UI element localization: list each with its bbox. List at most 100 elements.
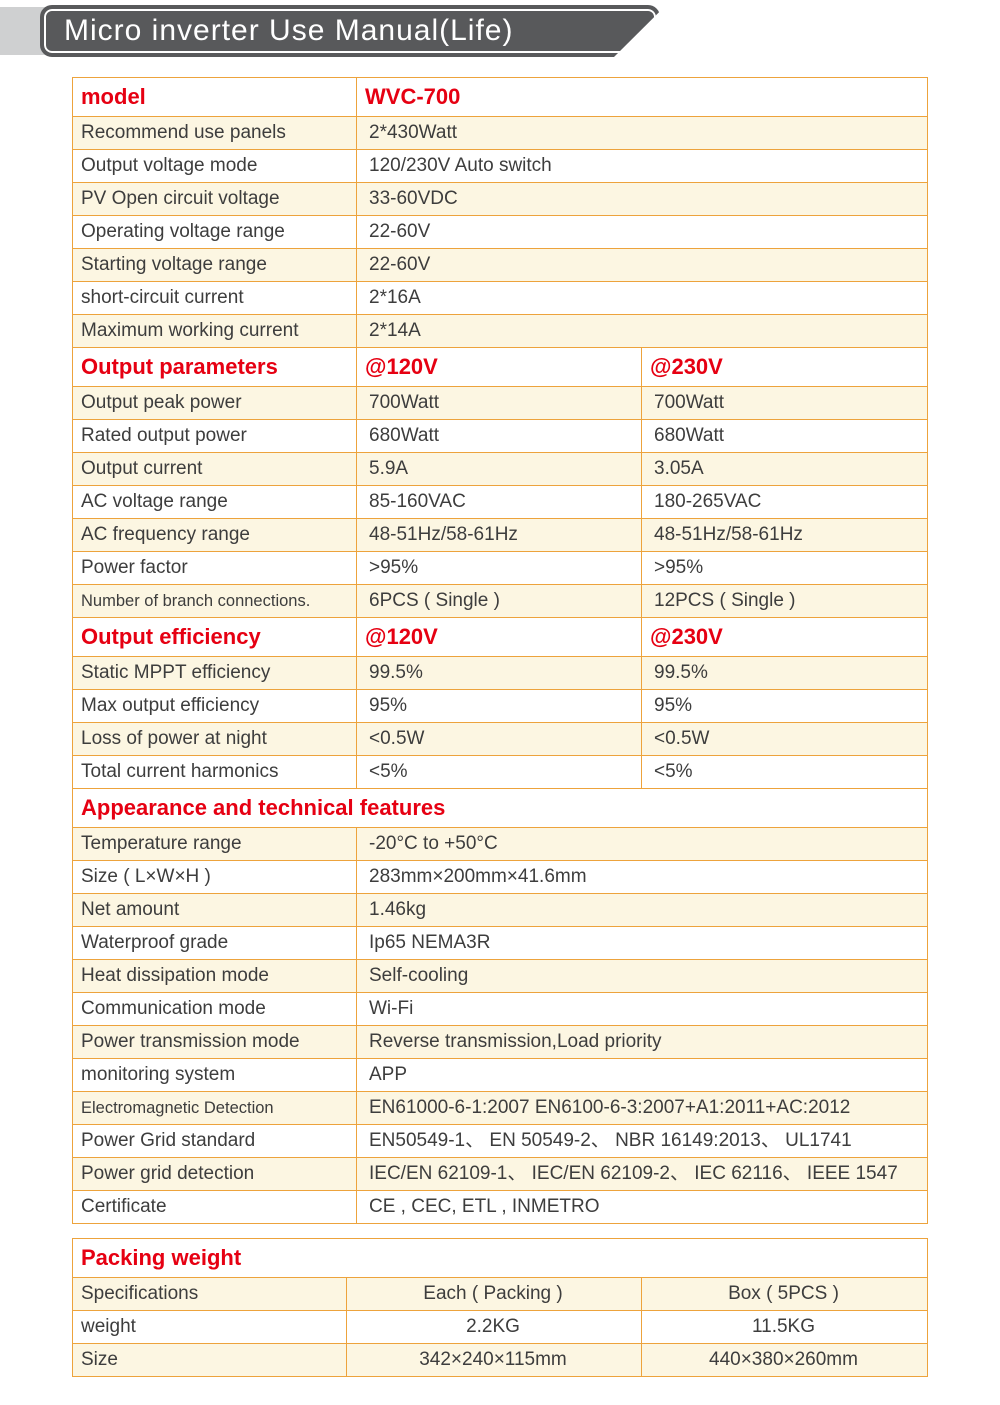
spec-value: <0.5W xyxy=(356,723,641,755)
spec-value: 120/230V Auto switch xyxy=(356,150,927,182)
title-banner: Micro inverter Use Manual(Life) xyxy=(40,5,660,57)
spec-value: 95% xyxy=(641,690,927,722)
spec-value: 48-51Hz/58-61Hz xyxy=(641,519,927,551)
spec-row: Total current harmonics <5% <5% xyxy=(73,755,927,788)
section-output-parameters: Output parameters @120V @230V Output peak p… xyxy=(72,347,928,618)
section-title-col2: @230V xyxy=(641,348,927,386)
spec-label: Power grid detection xyxy=(81,1163,255,1185)
section-header-row: Output efficiency @120V @230V xyxy=(73,618,927,656)
spec-value: Each ( Packing ) xyxy=(346,1278,641,1310)
spec-label: Power factor xyxy=(81,557,188,579)
spec-value: 48-51Hz/58-61Hz xyxy=(356,519,641,551)
spec-label: Loss of power at night xyxy=(81,728,267,750)
spec-value: Self-cooling xyxy=(356,960,927,992)
section-title: Output parameters xyxy=(81,354,278,380)
spec-row: Waterproof grade Ip65 NEMA3R xyxy=(73,926,927,959)
section-title-col1: @120V xyxy=(356,618,641,656)
section-model: model WVC-700 Recommend use panels 2*430Wat… xyxy=(72,77,928,348)
spec-label: Max output efficiency xyxy=(81,695,260,717)
spec-label: weight xyxy=(81,1316,136,1338)
spec-label: Temperature range xyxy=(81,833,242,855)
spec-row: Loss of power at night <0.5W <0.5W xyxy=(73,722,927,755)
spec-row: Operating voltage range 22-60V xyxy=(73,215,927,248)
spec-value: 180-265VAC xyxy=(641,486,927,518)
section-header-row: Output parameters @120V @230V xyxy=(73,348,927,386)
section-title: Output efficiency xyxy=(81,624,261,650)
section-title-col2: @230V xyxy=(641,618,927,656)
spec-row: Recommend use panels 2*430Watt xyxy=(73,116,927,149)
spec-sections: model WVC-700 Recommend use panels 2*430Wat… xyxy=(72,77,928,1377)
section-header-row: Packing weight xyxy=(73,1239,927,1277)
spec-row: weight 2.2KG 11.5KG xyxy=(73,1310,927,1343)
spec-value: -20°C to +50°C xyxy=(356,828,927,860)
spec-label: Specifications xyxy=(81,1283,199,1305)
section-appearance: Appearance and technical features Tempera… xyxy=(72,788,928,1224)
spec-value: 6PCS ( Single ) xyxy=(356,585,641,617)
spec-label: Maximum working current xyxy=(81,320,299,342)
spec-value: 99.5% xyxy=(356,657,641,689)
spec-value: 700Watt xyxy=(641,387,927,419)
spec-label: Electromagnetic Detection xyxy=(81,1098,274,1117)
spec-row: Static MPPT efficiency 99.5% 99.5% xyxy=(73,656,927,689)
spec-row: Rated output power 680Watt 680Watt xyxy=(73,419,927,452)
spec-row: Heat dissipation mode Self-cooling xyxy=(73,959,927,992)
spec-label: Net amount xyxy=(81,899,180,921)
spec-label: Number of branch connections. xyxy=(81,591,311,610)
spec-value: 85-160VAC xyxy=(356,486,641,518)
spec-row: Temperature range -20°C to +50°C xyxy=(73,827,927,860)
section-title: Packing weight xyxy=(81,1245,242,1271)
spec-label: monitoring system xyxy=(81,1064,236,1086)
spec-label: Waterproof grade xyxy=(81,932,229,954)
spec-label: Heat dissipation mode xyxy=(81,965,269,987)
spec-label: Size xyxy=(81,1349,118,1371)
spec-label: Certificate xyxy=(81,1196,167,1218)
spec-label: Starting voltage range xyxy=(81,254,267,276)
spec-row: Output peak power 700Watt 700Watt xyxy=(73,386,927,419)
spec-label: AC frequency range xyxy=(81,524,250,546)
spec-row: Power transmission mode Reverse transmiss… xyxy=(73,1025,927,1058)
spec-row: Power grid detection IEC/EN 62109-1、 IEC/… xyxy=(73,1157,927,1190)
spec-value: Wi-Fi xyxy=(356,993,927,1025)
spec-value: IEC/EN 62109-1、 IEC/EN 62109-2、 IEC 6211… xyxy=(356,1158,927,1190)
spec-row: Power Grid standard EN50549-1、 EN 50549-2… xyxy=(73,1124,927,1157)
spec-value: 2*16A xyxy=(356,282,927,314)
spec-value: <5% xyxy=(641,756,927,788)
spec-value: 700Watt xyxy=(356,387,641,419)
spec-value: >95% xyxy=(356,552,641,584)
spec-value: EN50549-1、 EN 50549-2、 NBR 16149:2013、 U… xyxy=(356,1125,927,1157)
spec-row: Size ( L×W×H ) 283mm×200mm×41.6mm xyxy=(73,860,927,893)
spec-value: 680Watt xyxy=(641,420,927,452)
section-packing: Packing weight Specifications Each ( Packi… xyxy=(72,1238,928,1377)
spec-label: Rated output power xyxy=(81,425,247,447)
section-output-efficiency: Output efficiency @120V @230V Static MPPT e… xyxy=(72,617,928,789)
spec-row: PV Open circuit voltage 33-60VDC xyxy=(73,182,927,215)
spec-label: PV Open circuit voltage xyxy=(81,188,280,210)
spec-value: 283mm×200mm×41.6mm xyxy=(356,861,927,893)
spec-label: Operating voltage range xyxy=(81,221,285,243)
header-banner: Micro inverter Use Manual(Life) xyxy=(0,0,1000,72)
spec-label: Output peak power xyxy=(81,392,242,414)
spec-value: 11.5KG xyxy=(641,1311,927,1343)
spec-value: 33-60VDC xyxy=(356,183,927,215)
section-header-row: model WVC-700 xyxy=(73,78,927,116)
spec-value: Box ( 5PCS ) xyxy=(641,1278,927,1310)
section-title: Appearance and technical features xyxy=(81,795,446,821)
spec-value: 440×380×260mm xyxy=(641,1344,927,1376)
spec-row: Starting voltage range 22-60V xyxy=(73,248,927,281)
spec-row: AC frequency range 48-51Hz/58-61Hz 48-51Hz… xyxy=(73,518,927,551)
spec-value: 5.9A xyxy=(356,453,641,485)
spec-row: Output current 5.9A 3.05A xyxy=(73,452,927,485)
spec-label: Recommend use panels xyxy=(81,122,286,144)
spec-value: 12PCS ( Single ) xyxy=(641,585,927,617)
spec-label: Output voltage mode xyxy=(81,155,258,177)
spec-label: AC voltage range xyxy=(81,491,228,513)
spec-value: 22-60V xyxy=(356,216,927,248)
spec-value: Reverse transmission,Load priority xyxy=(356,1026,927,1058)
spec-row: AC voltage range 85-160VAC 180-265VAC xyxy=(73,485,927,518)
spec-label: short-circuit current xyxy=(81,287,244,309)
spec-row: short-circuit current 2*16A xyxy=(73,281,927,314)
banner-diagonal-cut xyxy=(614,11,660,57)
spec-value: 99.5% xyxy=(641,657,927,689)
spec-label: Communication mode xyxy=(81,998,266,1020)
